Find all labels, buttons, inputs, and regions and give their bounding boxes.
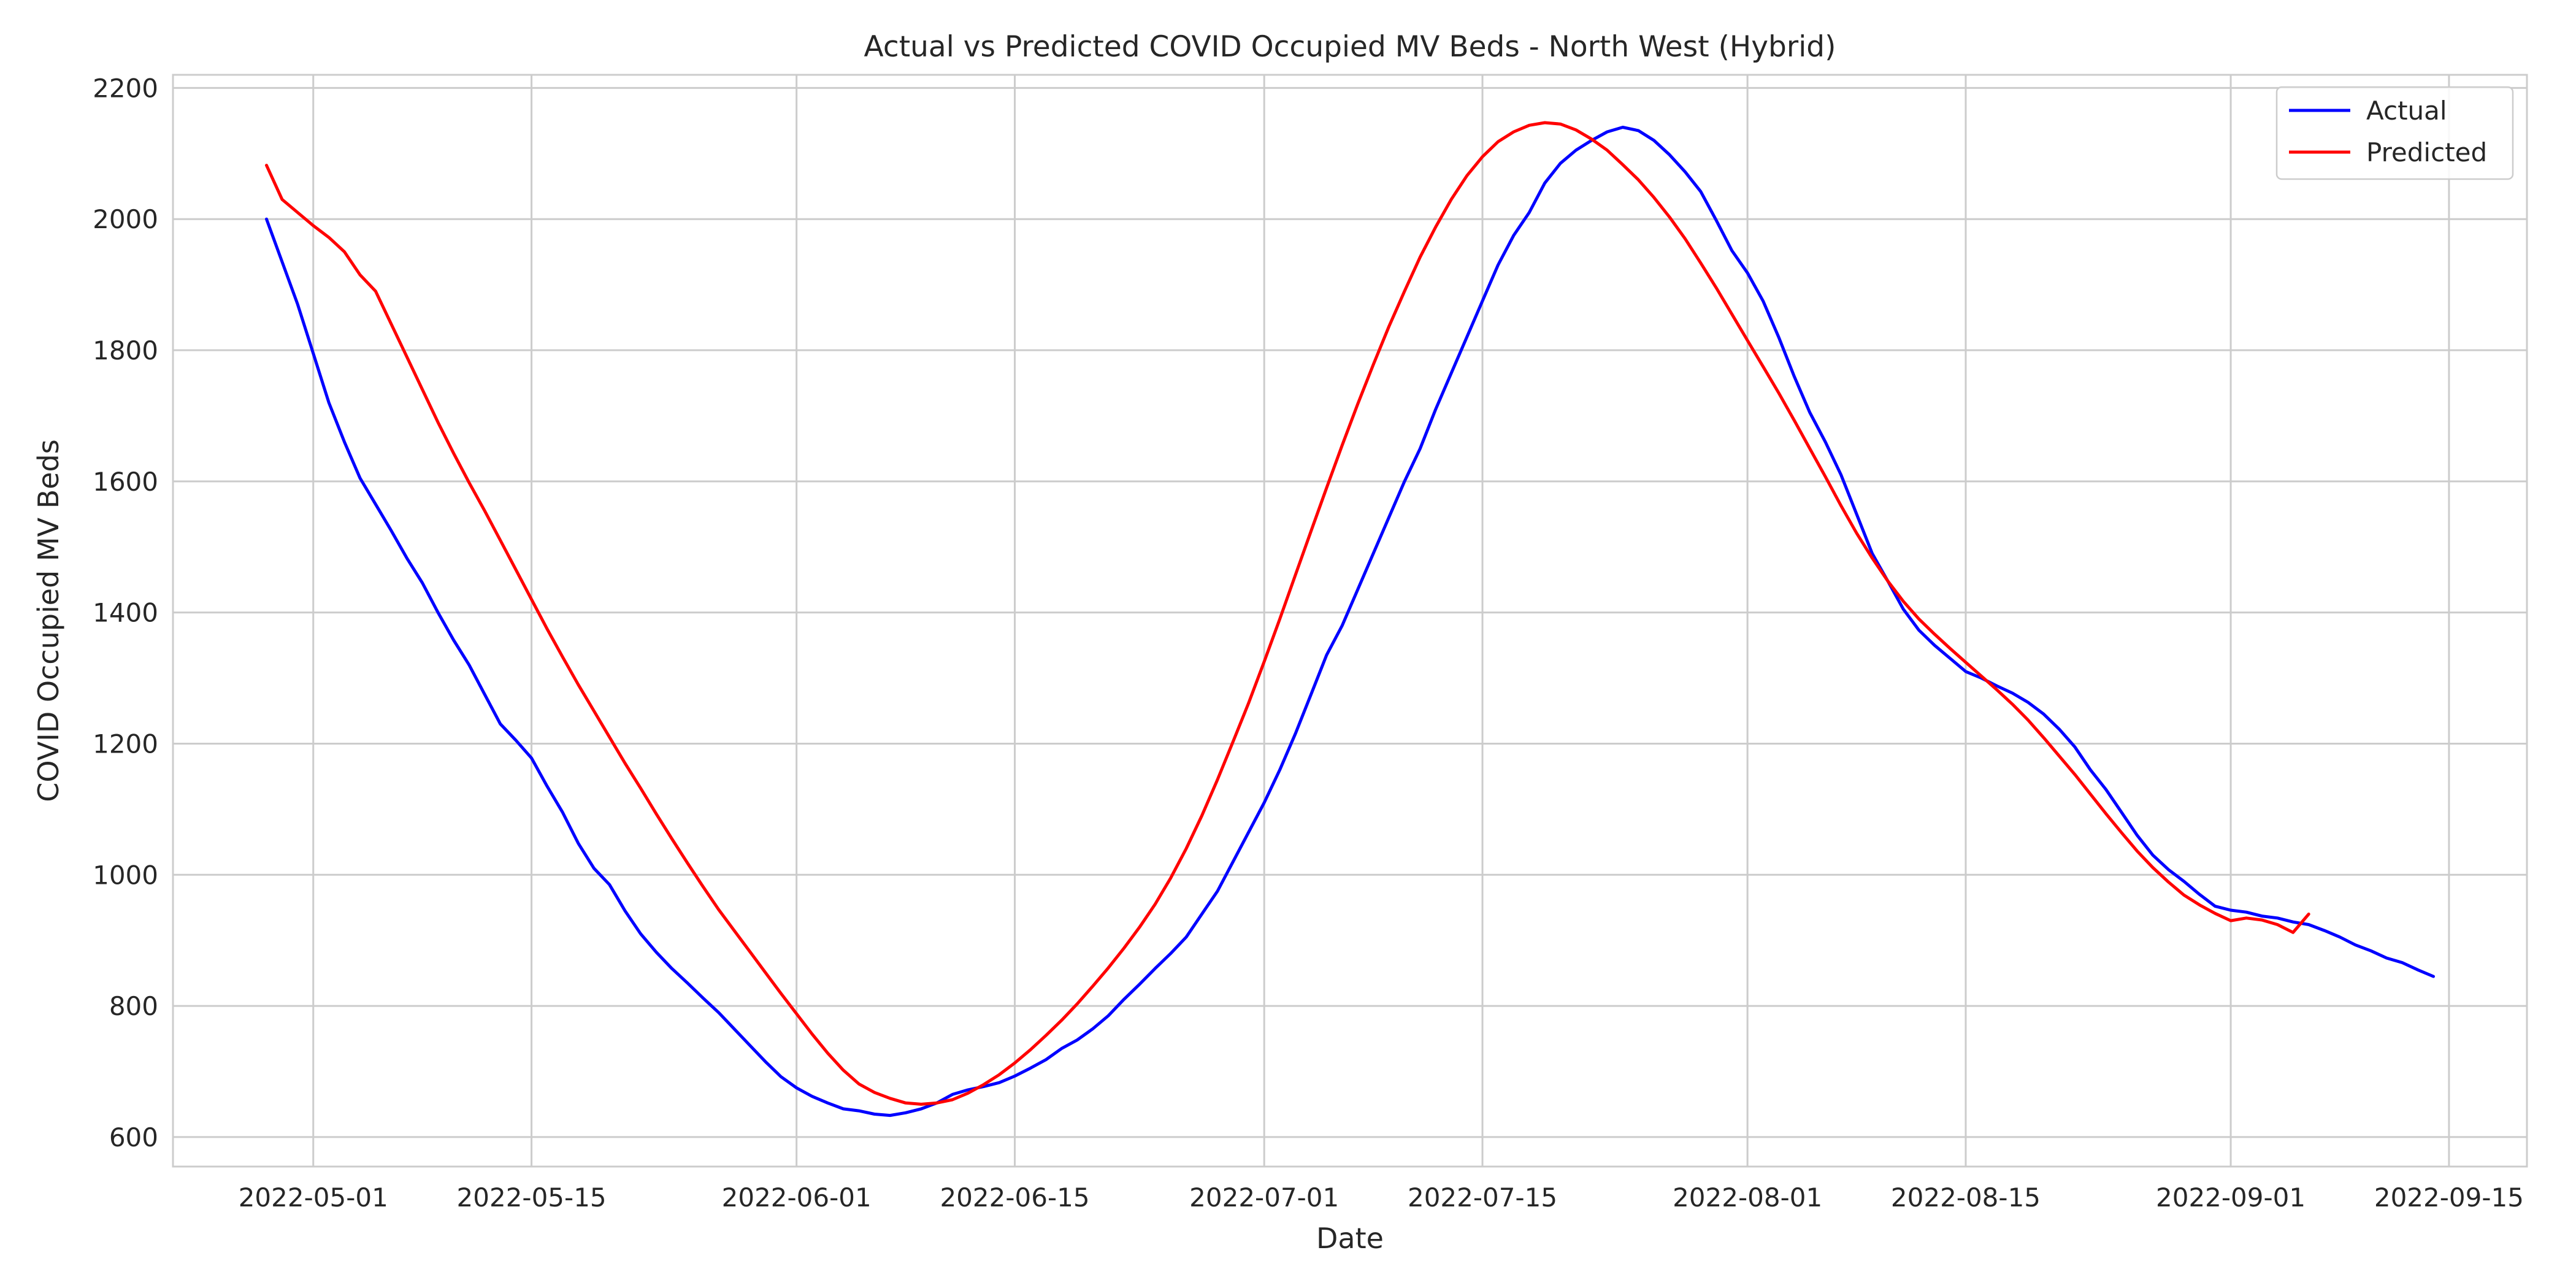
y-tick-label: 800 (109, 991, 158, 1021)
y-tick-label: 2000 (93, 204, 158, 234)
y-tick-label: 2200 (93, 73, 158, 103)
x-tick-label: 2022-08-15 (1891, 1183, 2041, 1213)
chart-title: Actual vs Predicted COVID Occupied MV Be… (864, 30, 1836, 64)
x-tick-label: 2022-05-01 (239, 1183, 388, 1213)
x-tick-label: 2022-09-15 (2374, 1183, 2524, 1213)
legend: Actual Predicted (2275, 86, 2514, 180)
y-tick-labels: 600 800 1000 1200 1400 1600 1800 2000 2200 (93, 73, 158, 1152)
series-lines (265, 121, 2435, 1117)
x-tick-label: 2022-05-15 (457, 1183, 607, 1213)
x-tick-label: 2022-06-01 (722, 1183, 872, 1213)
plot-area (173, 75, 2527, 1167)
plot-frame (172, 74, 2528, 1168)
y-tick-label: 1600 (93, 467, 158, 497)
x-tick-labels: 2022-05-01 2022-05-15 2022-06-01 2022-06-15… (239, 1183, 2524, 1213)
legend-label-predicted: Predicted (2366, 137, 2487, 167)
x-tick-label: 2022-08-01 (1673, 1183, 1822, 1213)
series-line-predicted (265, 121, 2310, 1106)
y-tick-label: 1400 (93, 598, 158, 628)
x-tick-label: 2022-07-15 (1408, 1183, 1557, 1213)
series-line-actual (265, 126, 2435, 1117)
y-tick-label: 1200 (93, 729, 158, 759)
y-tick-label: 600 (109, 1122, 158, 1152)
y-axis-label: COVID Occupied MV Beds (32, 439, 65, 802)
x-axis-label: Date (1316, 1222, 1384, 1255)
x-tick-label: 2022-09-01 (2156, 1183, 2306, 1213)
x-tick-label: 2022-06-15 (940, 1183, 1089, 1213)
grid (173, 75, 2527, 1167)
y-tick-label: 1800 (93, 335, 158, 366)
y-tick-label: 1000 (93, 860, 158, 890)
legend-label-actual: Actual (2366, 96, 2447, 126)
x-tick-label: 2022-07-01 (1189, 1183, 1339, 1213)
